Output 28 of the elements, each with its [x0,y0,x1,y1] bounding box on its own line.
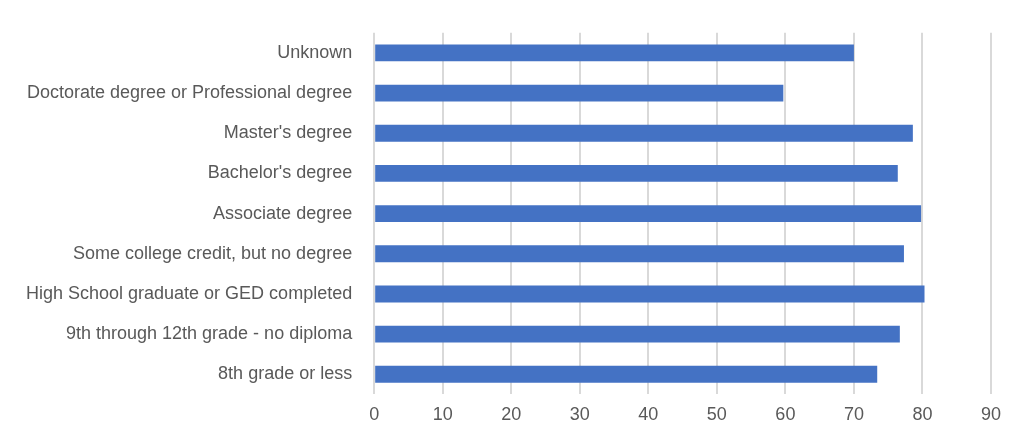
x-tick-label: 80 [912,404,933,425]
bar [375,164,898,182]
x-tick-label: 30 [569,404,590,425]
y-tick-label: Bachelor's degree [207,162,353,183]
bar [375,325,900,343]
y-tick-label: Associate degree [213,202,353,223]
x-tick-label: 40 [638,404,659,425]
y-tick-label: Doctorate degree or Professional degree [26,82,353,103]
bar [375,124,913,142]
x-tick-label: 90 [980,404,1001,425]
bar [375,44,854,62]
bar [375,285,925,303]
x-tick-label: 60 [775,404,796,425]
x-tick-label: 0 [369,404,380,425]
y-tick-label: 8th grade or less [218,363,353,384]
bar [375,245,904,263]
x-tick-label: 50 [706,404,727,425]
bar [375,205,922,223]
bar [375,365,878,383]
x-tick-label: 70 [843,404,864,425]
bar [375,84,784,102]
y-tick-label: Master's degree [223,122,353,143]
y-tick-label: Unknown [277,41,353,62]
y-tick-label: Some college credit, but no degree [72,242,353,263]
x-tick-label: 20 [501,404,522,425]
x-tick-label: 10 [432,404,453,425]
y-tick-label: 9th through 12th grade - no diploma [65,323,354,344]
y-tick-label: High School graduate or GED completed [25,282,353,303]
